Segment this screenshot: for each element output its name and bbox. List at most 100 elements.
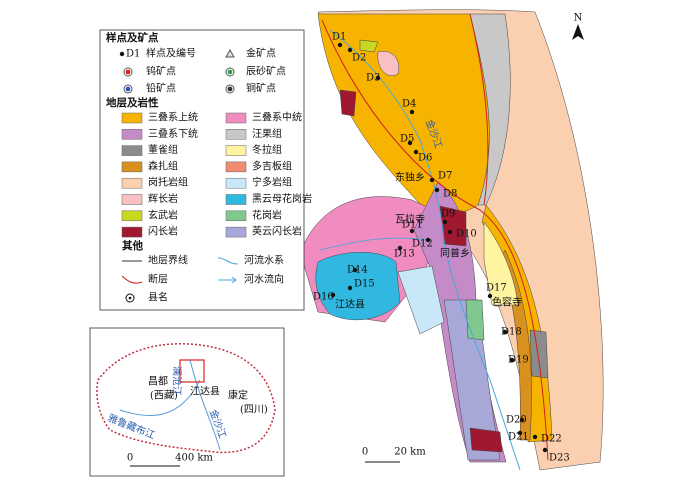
scale-label: 20 km bbox=[394, 447, 426, 458]
stratum-swatch bbox=[121, 177, 143, 189]
sample-label: D7 bbox=[438, 171, 452, 182]
sample-symbol-label: D1 bbox=[126, 49, 140, 60]
legend-label: 三叠系中统 bbox=[252, 111, 302, 124]
sample-label: D13 bbox=[394, 249, 415, 260]
legend-heading: 其他 bbox=[122, 239, 143, 252]
legend-label: 地层界线 bbox=[148, 254, 188, 267]
unit-basalt bbox=[359, 39, 379, 53]
place-label: 色容寺 bbox=[492, 296, 522, 309]
sample-point bbox=[409, 109, 415, 115]
stratum-swatch bbox=[225, 194, 247, 205]
sample-label: D6 bbox=[418, 153, 432, 164]
river bbox=[329, 29, 521, 471]
sample-point bbox=[502, 329, 508, 335]
sample-label: D19 bbox=[508, 355, 529, 366]
stratum-swatch bbox=[121, 161, 143, 173]
sample-point bbox=[397, 245, 403, 251]
legend-label: 辰砂矿点 bbox=[246, 65, 286, 78]
scale-label: 0 bbox=[362, 447, 368, 458]
sample-point bbox=[434, 187, 440, 193]
stratum-swatch bbox=[225, 161, 247, 173]
legend-label: 董雀组 bbox=[148, 143, 178, 156]
legend-label: 花岗岩 bbox=[252, 208, 282, 221]
legend-label: 三叠系下统 bbox=[148, 127, 198, 140]
unit-dongla bbox=[483, 221, 519, 306]
sample-label: D5 bbox=[400, 134, 414, 145]
unit-tonalite bbox=[443, 299, 501, 461]
symbol-core bbox=[227, 69, 233, 75]
legend-label: 宁多岩组 bbox=[252, 176, 292, 189]
fault bbox=[321, 19, 549, 461]
sample-point bbox=[337, 42, 343, 48]
stratum-swatch bbox=[121, 194, 143, 205]
sample-point bbox=[409, 228, 415, 234]
sample-label: D10 bbox=[456, 229, 477, 240]
sample-label: D22 bbox=[541, 434, 562, 445]
stratum-swatch bbox=[225, 226, 247, 238]
stratum-swatch bbox=[225, 129, 247, 140]
sample-point bbox=[487, 293, 493, 299]
sample-label: D9 bbox=[441, 209, 455, 220]
legend-label: 黑云母花岗岩 bbox=[252, 192, 312, 205]
legend-label: 铜矿点 bbox=[246, 82, 276, 95]
symbol-gold bbox=[225, 48, 235, 58]
sample-label: D1 bbox=[332, 32, 346, 43]
sample-point bbox=[509, 357, 515, 363]
stratum-swatch bbox=[225, 210, 247, 222]
unit-diorite bbox=[339, 89, 357, 117]
north-arrow bbox=[572, 24, 584, 40]
legend-label: 辉长岩 bbox=[148, 192, 178, 205]
sample-label: D17 bbox=[486, 283, 507, 294]
inset-scale-label: 400 km bbox=[175, 453, 213, 464]
river bbox=[319, 237, 431, 251]
sample-point bbox=[347, 47, 353, 53]
unit-diorite bbox=[469, 427, 503, 453]
legend-label: 森扎组 bbox=[148, 159, 178, 172]
inset-boundary bbox=[96, 343, 276, 454]
stratum-swatch bbox=[121, 129, 143, 140]
legend-label: 钨矿点 bbox=[146, 65, 176, 78]
stratum-swatch bbox=[225, 145, 247, 156]
fault bbox=[469, 13, 489, 206]
symbol-flow bbox=[218, 276, 237, 284]
sample-label: D15 bbox=[354, 279, 375, 290]
sample-point bbox=[425, 237, 431, 243]
inset-study-area bbox=[179, 359, 205, 383]
unit-gabbro bbox=[377, 50, 400, 76]
legend-label: 英云闪长岩 bbox=[252, 225, 302, 238]
sample-label: D20 bbox=[506, 415, 527, 426]
legend-label: 样点及编号 bbox=[146, 47, 196, 60]
sample-label: D2 bbox=[352, 53, 366, 64]
unit-biotite-granite bbox=[315, 252, 401, 321]
sample-point bbox=[352, 267, 358, 273]
legend-label: 河流水系 bbox=[244, 254, 284, 267]
inset-label: 澜沧江 bbox=[171, 366, 184, 396]
north-label: N bbox=[574, 13, 583, 24]
legend-label: 金矿点 bbox=[246, 47, 276, 60]
inset-label: 康定 bbox=[228, 389, 248, 402]
legend-label: 汪果组 bbox=[252, 127, 282, 140]
legend-label: 多吉板组 bbox=[252, 159, 292, 172]
legend-label: 三叠系上统 bbox=[148, 111, 198, 124]
sample-symbol bbox=[119, 51, 125, 57]
sample-point bbox=[442, 219, 448, 225]
symbol-river bbox=[217, 257, 239, 265]
sample-label: D16 bbox=[313, 292, 334, 303]
stratum-swatch bbox=[121, 226, 143, 238]
stratum-swatch bbox=[121, 145, 143, 156]
sample-label: D14 bbox=[347, 265, 368, 276]
symbol-core bbox=[125, 69, 131, 75]
stratum-swatch bbox=[225, 177, 247, 189]
legend-heading: 样点及矿点 bbox=[106, 31, 159, 44]
sample-label: D12 bbox=[412, 239, 433, 250]
legend-label: 岗托岩组 bbox=[148, 176, 188, 189]
legend-label: 玄武岩 bbox=[148, 208, 178, 221]
sample-label: D18 bbox=[501, 327, 522, 338]
inset-label: 昌都 bbox=[148, 376, 168, 388]
inset-label: (四川) bbox=[240, 405, 268, 416]
sample-label: D21 bbox=[508, 432, 529, 443]
sample-point bbox=[407, 140, 413, 146]
sample-point bbox=[347, 285, 353, 291]
sample-point bbox=[413, 149, 419, 155]
